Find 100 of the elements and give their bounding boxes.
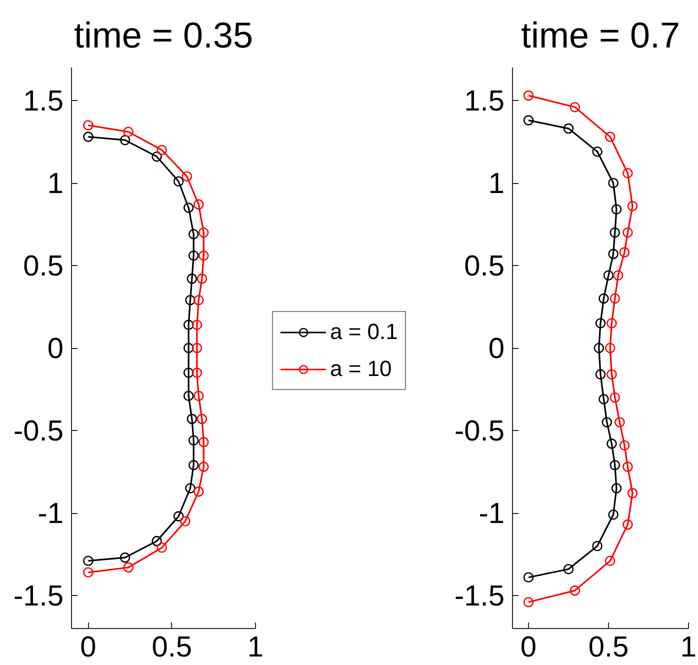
- point: [611, 204, 622, 215]
- point: [192, 342, 202, 354]
- point: [610, 460, 620, 470]
- legend-label: a = 0.1: [330, 319, 398, 345]
- point: [595, 369, 606, 380]
- y-tick-label: -0.5: [14, 416, 64, 448]
- point: [83, 556, 94, 566]
- y-tick-label: 0.5: [464, 250, 505, 282]
- point: [592, 540, 602, 552]
- point: [193, 295, 204, 306]
- point: [610, 293, 620, 304]
- point: [622, 168, 633, 178]
- point: [610, 392, 620, 403]
- point: [619, 440, 630, 450]
- point: [196, 274, 208, 284]
- point: [563, 564, 574, 574]
- point: [123, 126, 134, 137]
- point: [183, 390, 194, 401]
- point: [152, 536, 162, 546]
- x-tick-label: 0: [80, 632, 96, 664]
- point: [622, 227, 633, 238]
- point: [612, 270, 624, 281]
- point: [602, 417, 612, 428]
- point: [152, 151, 162, 162]
- point: [182, 171, 192, 182]
- point: [196, 414, 208, 424]
- point: [180, 516, 190, 526]
- y-tick-label: -1.5: [14, 580, 64, 612]
- point: [604, 132, 616, 142]
- point: [608, 510, 618, 520]
- point: [193, 486, 204, 497]
- point: [198, 436, 209, 448]
- point: [193, 390, 204, 401]
- point: [123, 562, 134, 573]
- legend-label: a = 10: [330, 356, 392, 382]
- y-tick-label: 1: [47, 168, 64, 200]
- point: [608, 248, 618, 260]
- point: [198, 227, 209, 238]
- point: [622, 462, 633, 472]
- point: [622, 519, 633, 530]
- point: [183, 342, 194, 354]
- point: [198, 462, 209, 472]
- y-tick-label: 1: [488, 168, 505, 200]
- point: [523, 596, 534, 608]
- point: [598, 394, 609, 404]
- point: [192, 368, 202, 378]
- point: [523, 572, 534, 582]
- point: [523, 90, 534, 101]
- point: [188, 250, 199, 261]
- point: [156, 144, 167, 156]
- point: [627, 200, 638, 212]
- point: [188, 229, 199, 240]
- point: [120, 552, 130, 563]
- point: [604, 342, 616, 354]
- point: [185, 295, 196, 306]
- point: [619, 247, 630, 258]
- point: [186, 414, 198, 424]
- point: [198, 250, 209, 261]
- point: [610, 227, 620, 238]
- x-tick-label: 0.5: [152, 632, 192, 664]
- point: [173, 176, 184, 186]
- y-tick-label: 1.5: [23, 86, 64, 118]
- point: [173, 511, 184, 522]
- y-tick-label: 0: [47, 333, 64, 365]
- point: [183, 320, 194, 330]
- point: [606, 318, 617, 328]
- y-tick-label: 0.5: [23, 250, 64, 282]
- point: [563, 123, 574, 134]
- point: [83, 567, 94, 578]
- point: [606, 438, 617, 449]
- point: [608, 178, 618, 188]
- y-tick-label: -1: [38, 498, 64, 530]
- x-tick-label: 1: [680, 632, 697, 664]
- point: [192, 320, 202, 330]
- point: [523, 115, 534, 126]
- point: [193, 199, 204, 210]
- x-tick-label: 0: [520, 632, 537, 664]
- point: [594, 342, 604, 354]
- point: [606, 369, 617, 380]
- point: [120, 134, 130, 146]
- point: [83, 120, 94, 130]
- chart-title: time = 0.7: [520, 14, 680, 56]
- point: [156, 542, 167, 553]
- chart-title: time = 0.35: [74, 14, 254, 56]
- y-tick-label: -1.5: [454, 580, 505, 612]
- point: [183, 368, 194, 378]
- point: [183, 202, 194, 213]
- point: [570, 102, 580, 112]
- point: [186, 274, 198, 284]
- point: [185, 483, 196, 494]
- y-tick-label: -1: [478, 498, 505, 530]
- point: [83, 132, 94, 142]
- point: [595, 318, 606, 328]
- point: [592, 146, 602, 157]
- y-tick-label: -0.5: [454, 416, 505, 448]
- point: [627, 488, 638, 498]
- point: [570, 585, 580, 596]
- point: [614, 417, 625, 428]
- point: [603, 270, 614, 281]
- y-tick-label: 0: [488, 333, 505, 365]
